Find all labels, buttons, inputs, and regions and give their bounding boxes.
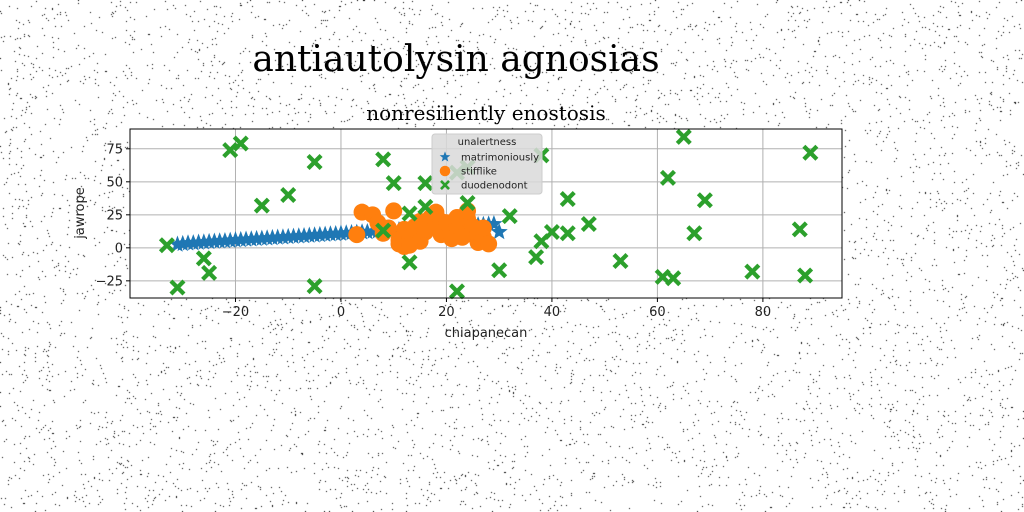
legend-label-duodenodont: duodenodont [461,181,528,192]
duodenodont-point [580,216,597,233]
duodenodont-point [253,197,270,214]
duodenodont-point [448,283,465,300]
figure-suptitle: antiautolysin agnosias [252,39,659,80]
stifflike-point [385,202,403,220]
duodenodont-point [491,262,508,279]
duodenodont-point [222,142,239,159]
y-axis-label: jawrope [73,187,88,239]
x-tick-label: 40 [544,305,561,320]
duodenodont-point [543,223,560,240]
x-tick-label: −20 [222,305,249,320]
stifflike-point [348,226,366,244]
duodenodont-point [675,128,692,145]
duodenodont-point [401,205,418,222]
stifflike-point [474,219,492,237]
duodenodont-point [195,250,212,267]
duodenodont-point [401,254,418,271]
legend-marker-duodenodont [440,180,450,190]
legend-label-stifflike: stifflike [461,167,497,178]
plot-frame [129,128,843,299]
duodenodont-point [528,249,545,266]
y-axis-ticks: −25 0 25 50 75 [96,142,130,289]
x-axis-label: chiapanecan [445,326,528,341]
duodenodont-point [797,267,814,284]
duodenodont-point [659,169,676,186]
stifflike-point [401,236,419,254]
duodenodont-point [612,253,629,270]
legend-entries: matrimoniously stifflike duodenodont [439,151,539,192]
duodenodont-point [375,222,392,239]
y-tick-label: −25 [96,274,123,289]
duodenodont-point [232,135,249,152]
y-tick-label: 0 [115,241,123,256]
duodenodont-point [802,144,819,161]
axes: nonresiliently enostosis −20 0 20 40 60 80 −2… [73,101,843,341]
duodenodont-point [417,175,434,192]
legend: unalertness matrimoniously stifflike duode… [431,133,543,195]
duodenodont-point [665,270,682,287]
chart-title: nonresiliently enostosis [366,101,605,125]
data-marks [158,128,819,300]
duodenodont-point [744,263,761,280]
legend-label-matrimoniously: matrimoniously [461,153,539,164]
duodenodont-point [417,198,434,215]
duodenodont-point [696,192,713,209]
legend-marker-stifflike [439,165,451,177]
series-stifflike [348,202,498,256]
duodenodont-point [169,279,186,296]
duodenodont-point [501,208,518,225]
x-tick-label: 80 [755,305,772,320]
y-tick-label: 50 [106,175,123,190]
legend-title: unalertness [458,137,517,148]
duodenodont-point [791,221,808,238]
legend-marker-matrimoniously [439,151,451,162]
y-tick-label: 75 [106,142,123,157]
duodenodont-point [280,187,297,204]
legend-box [431,133,543,195]
x-tick-label: 20 [438,305,455,320]
duodenodont-point [306,278,323,295]
x-axis-ticks: −20 0 20 40 60 80 [222,298,771,320]
duodenodont-point [686,225,703,242]
duodenodont-point [559,190,576,207]
stifflike-point [480,235,498,253]
duodenodont-point [459,194,476,211]
y-tick-label: 25 [106,208,123,223]
series-duodenodont [158,128,819,300]
duodenodont-point [158,237,175,254]
duodenodont-point [201,264,218,281]
duodenodont-point [385,175,402,192]
duodenodont-point [559,225,576,242]
matrimoniously-point [485,215,503,232]
duodenodont-point [375,151,392,168]
duodenodont-point [306,154,323,171]
x-tick-label: 60 [649,305,666,320]
x-tick-label: 0 [337,305,345,320]
matrimoniously-point [490,222,508,240]
